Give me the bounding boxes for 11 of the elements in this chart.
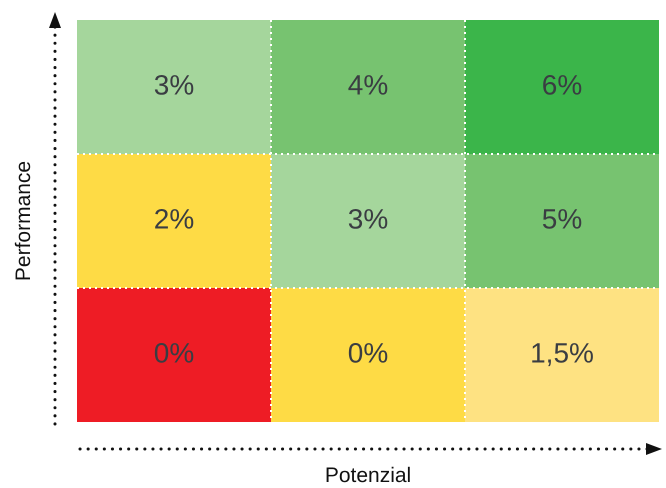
x-axis-title: Potenzial xyxy=(324,464,412,487)
y-axis-title: Performance xyxy=(12,160,35,282)
data-label: 0% xyxy=(154,338,194,369)
data-label: 6% xyxy=(542,70,582,101)
data-label: 5% xyxy=(542,204,582,235)
data-label: 2% xyxy=(154,204,194,235)
data-label: 3% xyxy=(154,70,194,101)
data-label: 3% xyxy=(348,204,388,235)
data-label: 1,5% xyxy=(530,338,594,369)
data-label: 4% xyxy=(348,70,388,101)
data-label: 0% xyxy=(348,338,388,369)
